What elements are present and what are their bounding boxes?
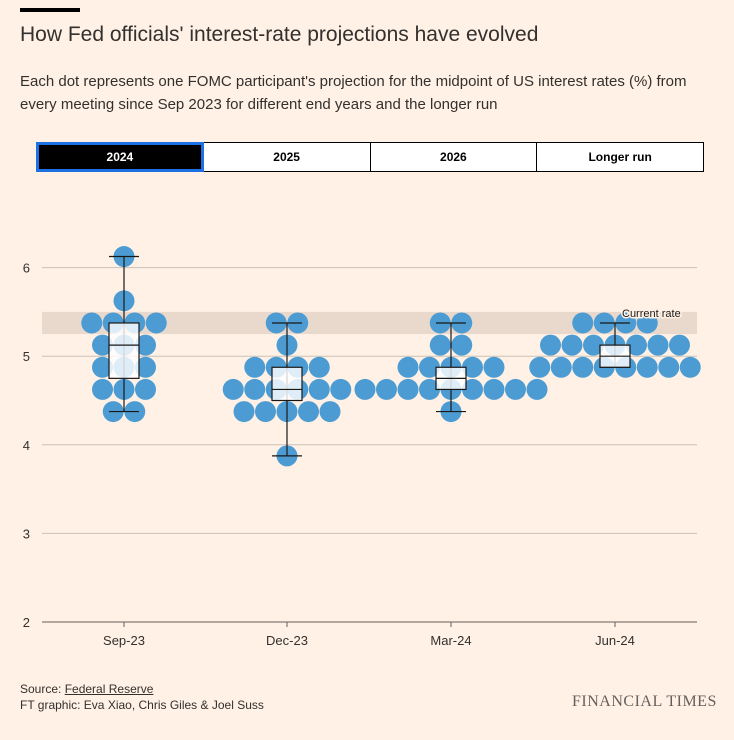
category-group-Dec-23 xyxy=(222,312,352,467)
projection-dot xyxy=(92,378,113,400)
projection-dot xyxy=(244,378,266,400)
projection-dot xyxy=(354,378,376,400)
tab-longer-run[interactable]: Longer run xyxy=(537,142,704,172)
projection-dot xyxy=(319,401,341,423)
projection-dot xyxy=(550,356,572,378)
projection-dot xyxy=(298,401,319,423)
x-tick-label: Jun-24 xyxy=(595,633,635,648)
projection-dot xyxy=(308,356,330,378)
projection-dot xyxy=(429,334,451,356)
projection-dot xyxy=(626,334,647,356)
year-tabs: 2024 2025 2026 Longer run xyxy=(36,142,704,172)
projection-dot xyxy=(483,378,505,400)
projection-dot xyxy=(92,356,113,378)
projection-dot xyxy=(419,356,440,378)
projection-dot xyxy=(572,312,594,334)
projection-dot xyxy=(505,378,526,400)
y-tick-label: 3 xyxy=(23,526,30,541)
iqr-box xyxy=(271,366,303,402)
projection-dot xyxy=(397,356,419,378)
projection-dot xyxy=(81,312,103,334)
category-group-Sep-23 xyxy=(81,246,167,423)
y-tick-label: 6 xyxy=(23,261,30,276)
projection-dot xyxy=(540,334,561,356)
projection-dot xyxy=(679,356,701,378)
top-rule xyxy=(20,8,80,12)
x-tick-label: Mar-24 xyxy=(430,633,471,648)
tab-2025[interactable]: 2025 xyxy=(203,142,371,172)
tab-2026[interactable]: 2026 xyxy=(370,142,538,172)
projection-dot xyxy=(330,378,352,400)
projection-dot xyxy=(222,378,244,400)
tab-2024[interactable]: 2024 xyxy=(36,142,204,172)
projection-dot xyxy=(135,334,156,356)
source-line: Source: Federal Reserve xyxy=(20,681,264,697)
projection-dot xyxy=(483,356,505,378)
y-tick-label: 2 xyxy=(23,615,30,630)
chart-subtitle: Each dot represents one FOMC participant… xyxy=(20,73,687,113)
projection-dot xyxy=(526,378,548,400)
category-group-Mar-24 xyxy=(354,312,548,423)
x-tick-label: Dec-23 xyxy=(266,633,308,648)
projection-dot xyxy=(419,378,440,400)
projection-dot xyxy=(658,356,680,378)
projection-dot xyxy=(451,334,473,356)
current-rate-band xyxy=(42,311,697,335)
projection-dot xyxy=(462,378,483,400)
projection-dot xyxy=(636,312,658,334)
projection-dot xyxy=(462,356,483,378)
credit-line: FT graphic: Eva Xiao, Chris Giles & Joel… xyxy=(20,698,264,712)
projection-dot xyxy=(561,334,583,356)
projection-dot xyxy=(669,334,690,356)
projection-dot xyxy=(636,356,658,378)
dot-plot-chart: 2 3 4 5 6 Sep-23 Dec-23 Mar-24 Jun-24 Current rat… xyxy=(23,246,701,648)
projection-dot xyxy=(233,401,255,423)
y-tick-label: 4 xyxy=(23,438,30,453)
x-tick-label: Sep-23 xyxy=(103,633,145,648)
footer: Source: Federal Reserve FT graphic: Eva … xyxy=(20,681,264,713)
projection-dot xyxy=(92,334,113,356)
iqr-box xyxy=(108,322,140,379)
source-prefix: Source: xyxy=(20,682,65,696)
projection-dot xyxy=(647,334,669,356)
source-link[interactable]: Federal Reserve xyxy=(64,682,154,696)
projection-dot xyxy=(308,378,330,400)
category-group-Jun-24 xyxy=(529,312,701,378)
projection-dot xyxy=(529,356,551,378)
ft-logo: FINANCIAL TIMES xyxy=(572,693,717,710)
projection-dot xyxy=(255,401,276,423)
y-tick-label: 5 xyxy=(23,349,30,364)
projection-dot xyxy=(376,378,397,400)
projection-dot xyxy=(244,356,266,378)
projection-dot xyxy=(572,356,594,378)
projection-dot xyxy=(135,356,156,378)
projection-dot xyxy=(135,378,156,400)
chart-title: How Fed officials' interest-rate project… xyxy=(20,23,539,46)
projection-dot xyxy=(145,312,167,334)
projection-dot xyxy=(397,378,419,400)
projection-dot xyxy=(583,334,604,356)
current-rate-label: Current rate xyxy=(622,308,681,320)
